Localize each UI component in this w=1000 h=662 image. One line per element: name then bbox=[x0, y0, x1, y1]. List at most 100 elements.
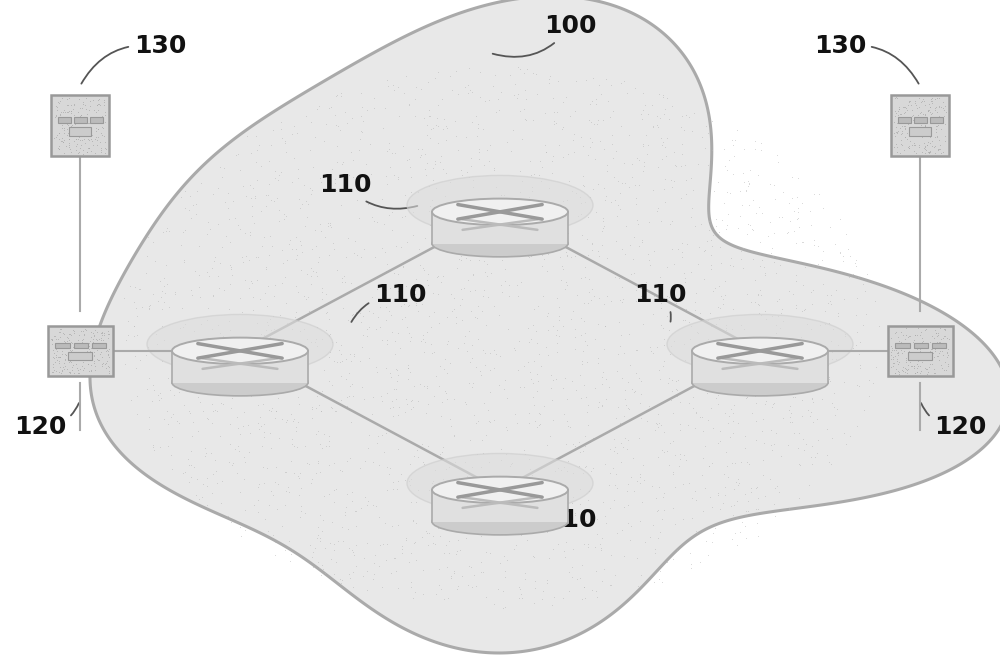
Point bbox=[340, 524, 356, 534]
Point bbox=[921, 105, 937, 115]
Point bbox=[77, 138, 93, 149]
Point bbox=[649, 419, 665, 430]
Point bbox=[663, 174, 679, 185]
Point bbox=[281, 239, 297, 250]
Point bbox=[310, 426, 326, 436]
Point bbox=[702, 361, 718, 371]
Point bbox=[429, 271, 445, 282]
Point bbox=[284, 129, 300, 140]
Point bbox=[223, 263, 239, 274]
Point bbox=[594, 575, 610, 586]
Point bbox=[173, 192, 189, 203]
Point bbox=[76, 363, 92, 373]
Point bbox=[199, 500, 215, 510]
Point bbox=[290, 164, 306, 175]
Point bbox=[714, 214, 730, 225]
Point bbox=[805, 285, 821, 295]
Point bbox=[789, 214, 805, 224]
Point bbox=[545, 414, 561, 425]
Point bbox=[774, 212, 790, 222]
Point bbox=[84, 136, 100, 147]
Point bbox=[790, 213, 806, 223]
Point bbox=[710, 488, 726, 498]
Point bbox=[894, 140, 910, 150]
Point bbox=[572, 498, 588, 509]
Point bbox=[897, 366, 913, 377]
Point bbox=[93, 328, 109, 338]
Point bbox=[725, 169, 741, 179]
Bar bbox=[51, 95, 109, 156]
Point bbox=[687, 485, 703, 496]
Point bbox=[929, 131, 945, 142]
Point bbox=[757, 268, 773, 279]
Point bbox=[685, 403, 701, 414]
Point bbox=[343, 355, 359, 366]
Point bbox=[283, 455, 299, 466]
Point bbox=[517, 113, 533, 124]
Point bbox=[454, 315, 470, 326]
Point bbox=[589, 592, 605, 602]
Point bbox=[650, 452, 666, 463]
Point bbox=[747, 275, 763, 285]
Point bbox=[593, 543, 609, 553]
Point bbox=[763, 440, 779, 450]
Point bbox=[212, 328, 228, 338]
Point bbox=[642, 260, 658, 270]
Point bbox=[89, 334, 105, 345]
Point bbox=[628, 368, 644, 379]
Point bbox=[352, 308, 368, 318]
Point bbox=[72, 363, 88, 374]
Point bbox=[614, 244, 630, 254]
Point bbox=[620, 402, 636, 413]
Point bbox=[822, 296, 838, 307]
Point bbox=[253, 348, 269, 359]
Point bbox=[722, 187, 738, 198]
Point bbox=[355, 330, 371, 340]
Point bbox=[439, 393, 455, 404]
Point bbox=[327, 173, 343, 184]
Point bbox=[551, 330, 567, 341]
Point bbox=[916, 95, 932, 106]
Point bbox=[156, 414, 172, 425]
Point bbox=[340, 233, 356, 244]
Point bbox=[44, 334, 60, 345]
Point bbox=[898, 118, 914, 128]
Point bbox=[252, 293, 268, 304]
Point bbox=[549, 325, 565, 336]
Point bbox=[515, 222, 531, 233]
Point bbox=[356, 394, 372, 404]
Point bbox=[609, 483, 625, 494]
Point bbox=[381, 469, 397, 479]
Point bbox=[436, 114, 452, 124]
Point bbox=[735, 365, 751, 376]
Point bbox=[304, 401, 320, 412]
Point bbox=[549, 346, 565, 357]
Point bbox=[791, 459, 807, 469]
Point bbox=[655, 89, 671, 100]
Point bbox=[819, 368, 835, 379]
Point bbox=[736, 324, 752, 334]
Point bbox=[305, 561, 321, 572]
Point bbox=[664, 216, 680, 226]
Point bbox=[763, 250, 779, 260]
Point bbox=[442, 70, 458, 81]
Point bbox=[506, 544, 522, 554]
Point bbox=[199, 266, 215, 277]
Point bbox=[237, 228, 253, 238]
Point bbox=[374, 242, 390, 253]
Point bbox=[271, 205, 287, 215]
Point bbox=[59, 336, 75, 347]
Point bbox=[401, 300, 417, 310]
Point bbox=[599, 160, 615, 170]
Point bbox=[940, 350, 956, 360]
Point bbox=[48, 132, 64, 142]
Point bbox=[61, 92, 77, 103]
Point bbox=[176, 399, 192, 410]
Point bbox=[921, 148, 937, 158]
Point bbox=[309, 271, 325, 281]
Point bbox=[802, 411, 818, 422]
Point bbox=[410, 396, 426, 406]
Point bbox=[299, 334, 315, 344]
Point bbox=[71, 147, 87, 158]
Point bbox=[770, 310, 786, 321]
